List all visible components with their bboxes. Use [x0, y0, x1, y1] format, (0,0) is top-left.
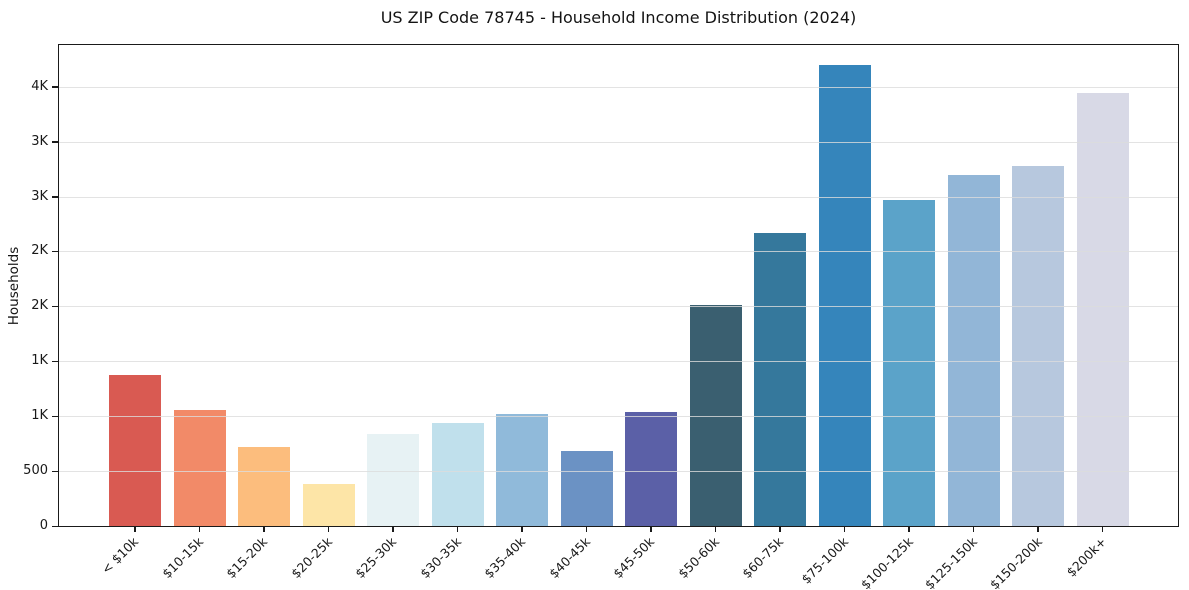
x-tick-label: $10-15k	[159, 534, 207, 582]
x-tick-mark	[714, 527, 717, 532]
y-tick-mark	[52, 86, 58, 88]
gridline	[59, 196, 1178, 198]
gridline	[59, 86, 1178, 88]
x-tick-label: $15-20k	[223, 534, 271, 582]
y-tick-mark	[52, 141, 58, 143]
x-tick-label: $20-25k	[288, 534, 336, 582]
bar--30-35k	[431, 423, 484, 526]
x-tick-label: $25-30k	[352, 534, 400, 582]
y-tick-mark	[52, 415, 58, 418]
y-tick-mark	[52, 250, 58, 253]
y-tick-label: 0	[39, 518, 48, 533]
y-tick-mark	[52, 470, 58, 473]
x-tick-mark	[521, 527, 523, 532]
x-tick-label: $35-40k	[481, 534, 529, 582]
bar--10k	[109, 375, 161, 526]
bar--50-60k	[689, 305, 742, 526]
gridline	[59, 141, 1178, 143]
y-tick-mark	[52, 305, 58, 308]
y-tick-label: 1K	[31, 408, 48, 424]
gridline	[59, 416, 1178, 418]
bar--150-200k	[1012, 166, 1064, 526]
bar--125-150k	[947, 174, 1000, 526]
bar--15-20k	[238, 446, 290, 526]
bar--75-100k	[818, 64, 871, 526]
x-tick-label: $30-35k	[417, 534, 465, 582]
bar--45-50k	[625, 411, 677, 526]
x-tick-mark	[585, 527, 588, 532]
x-tick-mark	[263, 527, 265, 532]
x-tick-label: $50-60k	[675, 534, 723, 582]
bar--20-25k	[302, 483, 355, 526]
x-tick-mark	[1037, 527, 1039, 532]
chart-title: US ZIP Code 78745 - Household Income Dis…	[380, 8, 857, 27]
x-tick-mark	[456, 527, 459, 532]
y-tick-label: 2K	[31, 298, 48, 314]
x-tick-mark	[392, 527, 394, 532]
gridline	[59, 251, 1178, 253]
x-tick-mark	[134, 527, 136, 532]
y-tick-label: 4K	[31, 78, 48, 94]
x-tick-label: $200k+	[1063, 534, 1110, 580]
y-tick-label: 1K	[31, 353, 48, 369]
gridline	[59, 306, 1178, 308]
plot-area	[58, 44, 1179, 527]
x-tick-mark	[327, 527, 330, 532]
x-tick-label: < $10k	[98, 534, 142, 577]
y-tick-label: 3K	[31, 133, 48, 149]
x-tick-mark	[843, 527, 846, 532]
y-tick-mark	[52, 525, 58, 527]
x-tick-label: $150-200k	[986, 534, 1045, 590]
bar--40-45k	[560, 451, 613, 526]
bar--10-15k	[173, 410, 226, 526]
x-tick-mark	[1101, 527, 1104, 532]
x-tick-label: $60-75k	[739, 534, 787, 582]
bar--200k+	[1076, 93, 1129, 526]
y-tick-label: 500	[23, 463, 48, 479]
x-tick-label: $45-50k	[610, 534, 658, 582]
x-tick-label: $100-125k	[857, 534, 916, 590]
x-tick-label: $40-45k	[546, 534, 594, 582]
x-tick-mark	[650, 527, 652, 532]
bar--35-40k	[496, 414, 548, 526]
bar--25-30k	[367, 434, 419, 526]
y-tick-label: 3K	[31, 188, 48, 204]
x-tick-label: $75-100k	[798, 534, 852, 587]
x-tick-mark	[198, 527, 201, 532]
y-tick-mark	[52, 360, 58, 363]
bar--60-75k	[754, 233, 806, 526]
x-tick-mark	[972, 527, 975, 532]
y-tick-mark	[52, 196, 58, 198]
x-tick-mark	[779, 527, 781, 532]
x-tick-label: $125-150k	[921, 534, 981, 590]
gridline	[59, 361, 1178, 363]
y-tick-label: 2K	[31, 243, 48, 259]
x-tick-mark	[908, 527, 910, 532]
bar--100-125k	[883, 199, 935, 526]
gridline	[59, 471, 1178, 473]
